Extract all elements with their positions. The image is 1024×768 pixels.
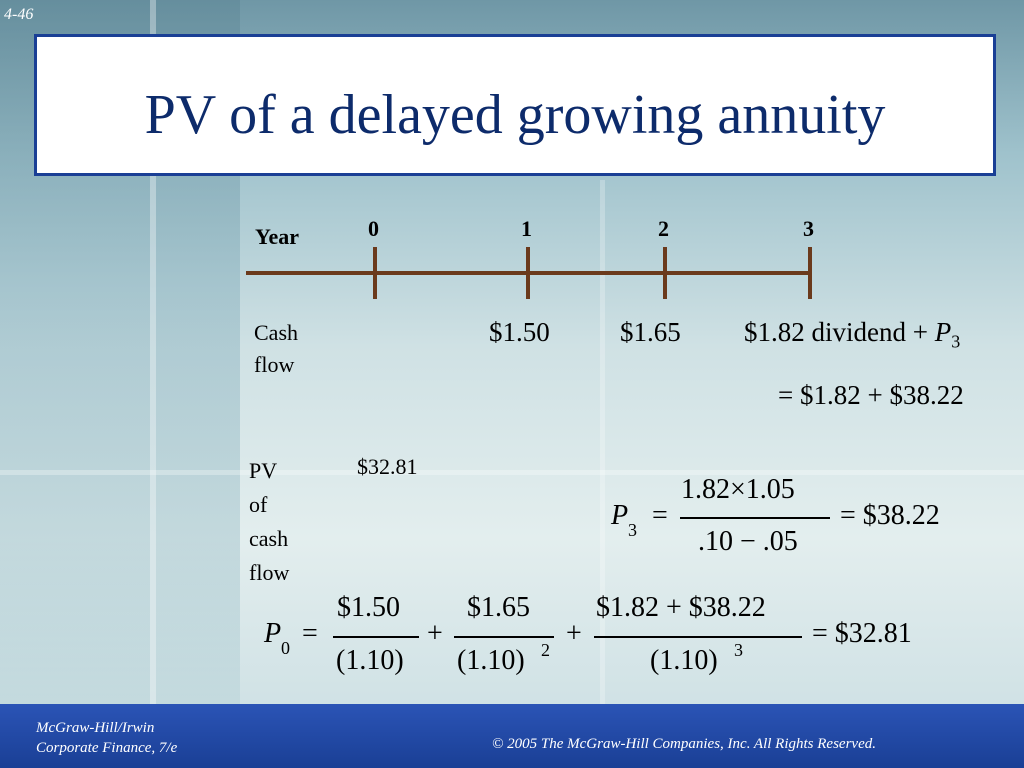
- pv-label-line: PV: [249, 458, 278, 483]
- term2-numerator: $1.65: [467, 592, 530, 623]
- timeline-tick-0: [373, 247, 377, 299]
- year-label: Year: [255, 224, 299, 249]
- timeline-tick-3: [808, 247, 812, 299]
- plus-sign: +: [427, 618, 443, 649]
- plus-sign: +: [566, 618, 582, 649]
- slide-number: 4-46: [4, 6, 34, 23]
- p3-result: = $38.22: [840, 500, 940, 531]
- cash-flow-year-3-total: = $1.82 + $38.22: [778, 380, 964, 410]
- term3-numerator: $1.82 + $38.22: [596, 592, 766, 623]
- publisher-name: McGraw-Hill/Irwin: [36, 720, 155, 736]
- book-title: Corporate Finance, 7/e: [36, 740, 178, 756]
- term3-denominator: (1.10): [650, 645, 718, 676]
- term2-fraction-bar: [454, 636, 554, 638]
- background-stripe: [0, 470, 1024, 475]
- cash-flow-label-line2: flow: [254, 352, 295, 377]
- pv-value: $32.81: [357, 454, 418, 479]
- term2-exponent: 2: [541, 640, 550, 660]
- cash-flow-year-2: $1.65: [620, 317, 681, 347]
- cash-flow-year-1: $1.50: [489, 317, 550, 347]
- pv-label-line: cash: [249, 526, 289, 551]
- term3-exponent: 3: [734, 640, 743, 660]
- year-3-label: 3: [803, 216, 814, 241]
- term3-fraction-bar: [594, 636, 802, 638]
- p3-denominator: .10 − .05: [698, 526, 798, 557]
- p3-numerator: 1.82×1.05: [681, 474, 795, 505]
- p3-lhs-subscript: 3: [628, 520, 637, 540]
- term2-denominator: (1.10): [457, 645, 525, 676]
- pv-label-line: flow: [249, 560, 290, 585]
- p3-symbol: P: [934, 317, 952, 347]
- term1-fraction-bar: [333, 636, 419, 638]
- p3-lhs: P: [611, 500, 629, 531]
- pv-label: PV of cash flow: [249, 454, 289, 590]
- footer-copyright: © 2005 The McGraw-Hill Companies, Inc. A…: [492, 736, 876, 752]
- footer-bar: [0, 704, 1024, 768]
- pv-label-line: of: [249, 492, 268, 517]
- p3-fraction-bar: [680, 517, 830, 519]
- p0-lhs: P: [264, 618, 282, 649]
- cash-flow-label-line1: Cash: [254, 320, 298, 345]
- background-stripe: [600, 180, 605, 704]
- term1-denominator: (1.10): [336, 645, 404, 676]
- year-2-label: 2: [658, 216, 669, 241]
- cash-flow-label: Cash flow: [254, 317, 298, 381]
- timeline-tick-2: [663, 247, 667, 299]
- footer-publisher: McGraw-Hill/Irwin Corporate Finance, 7/e: [36, 718, 177, 758]
- year-0-label: 0: [368, 216, 379, 241]
- title-box: PV of a delayed growing annuity: [34, 34, 996, 176]
- p3-equals: =: [652, 500, 668, 531]
- term1-numerator: $1.50: [337, 592, 400, 623]
- year-1-label: 1: [521, 216, 532, 241]
- p0-equals: =: [302, 618, 318, 649]
- timeline-tick-1: [526, 247, 530, 299]
- p0-lhs-subscript: 0: [281, 638, 290, 658]
- p0-result: = $32.81: [812, 618, 912, 649]
- cash-flow-year-3: $1.82 dividend + P3: [744, 317, 960, 352]
- cash-flow-year-3-text: $1.82 dividend +: [744, 317, 935, 347]
- p3-subscript: 3: [951, 331, 961, 352]
- slide-title: PV of a delayed growing annuity: [144, 84, 886, 146]
